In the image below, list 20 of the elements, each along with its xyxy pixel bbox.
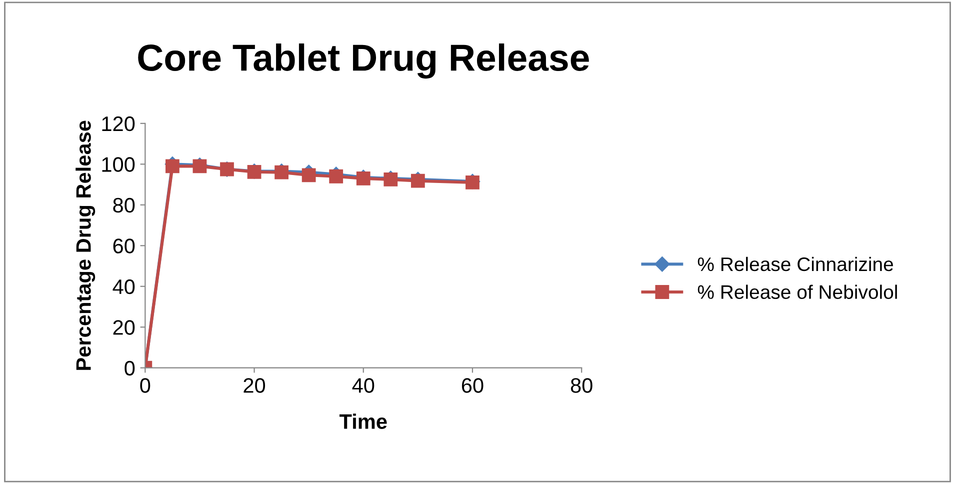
legend-label: % Release of Nebivolol bbox=[698, 284, 897, 299]
point bbox=[329, 169, 344, 184]
x-tick-label: 80 bbox=[570, 378, 592, 393]
y-tick-label: 0 bbox=[124, 360, 135, 376]
legend-label: % Release Cinnarizine bbox=[698, 256, 894, 272]
y-tick-label: 80 bbox=[113, 198, 135, 213]
y-tick-label: 120 bbox=[102, 116, 135, 132]
x-axis-title: Time bbox=[339, 414, 387, 429]
chart-title: Core Tablet Drug Release bbox=[138, 43, 589, 79]
point bbox=[165, 159, 180, 174]
y-tick-label: 60 bbox=[113, 238, 135, 254]
x-tick-label: 40 bbox=[352, 378, 374, 393]
x-tick-label: 20 bbox=[244, 378, 266, 393]
y-tick-label: 100 bbox=[102, 157, 135, 172]
x-tick-label: 0 bbox=[140, 378, 150, 393]
point bbox=[302, 168, 316, 182]
y-tick-label: 40 bbox=[112, 279, 135, 294]
x-tick-label: 60 bbox=[462, 378, 484, 393]
y-tick-label: 20 bbox=[113, 320, 135, 335]
y-axis-title: Percentage Drug Release bbox=[76, 120, 96, 370]
